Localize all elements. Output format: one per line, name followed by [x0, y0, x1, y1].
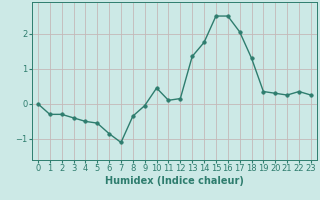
- X-axis label: Humidex (Indice chaleur): Humidex (Indice chaleur): [105, 176, 244, 186]
